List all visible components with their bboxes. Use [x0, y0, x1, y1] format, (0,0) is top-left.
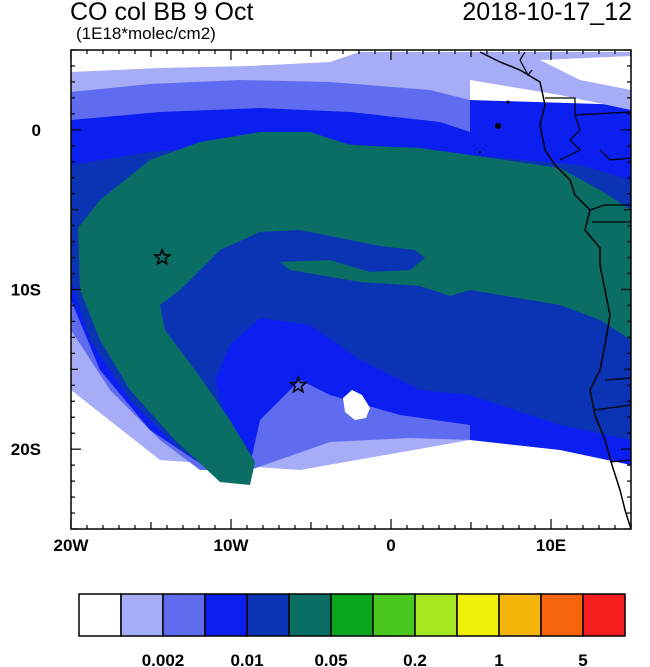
x-tick-label: 0 [386, 536, 395, 555]
x-tick-label: 20W [54, 536, 90, 555]
co-contour-coast-green [470, 155, 631, 340]
colorbar [78, 593, 626, 637]
co-contour-top-right-white [540, 56, 631, 90]
colorbar-label: 0.002 [142, 651, 185, 667]
colorbar-label: 0.01 [230, 651, 263, 667]
colorbar-box [540, 593, 584, 637]
axis-tick-labels: 20W 10W 0 10E 0 10S 20S [11, 121, 566, 555]
colorbar-box [456, 593, 500, 637]
colorbar-label: 1 [494, 651, 503, 667]
colorbar-box [288, 593, 332, 637]
colorbar-box [372, 593, 416, 637]
country-borders [519, 51, 631, 463]
units-label: (1E18*molec/cm2) [76, 24, 216, 43]
co-contour-green [78, 132, 470, 485]
x-tick-label: 10E [536, 536, 566, 555]
colorbar-label: 5 [578, 651, 587, 667]
islands [478, 100, 510, 154]
star-marker-2 [288, 375, 308, 394]
colorbar-box [582, 593, 626, 637]
markers-layer [152, 247, 308, 394]
x-tick-label: 10W [214, 536, 250, 555]
colorbar-box [204, 593, 248, 637]
colorbar-label: 0.2 [403, 651, 427, 667]
y-tick-label: 10S [11, 281, 41, 300]
y-tick-label: 0 [32, 121, 41, 140]
map-frame [70, 49, 632, 530]
colorbar-box [330, 593, 374, 637]
coastline [479, 51, 631, 529]
colorbar-labels: 0.002 0.01 0.05 0.2 1 5 [142, 651, 588, 667]
co-field [71, 52, 631, 485]
datetime-label: 2018-10-17_12 [462, 0, 632, 26]
colorbar-box [246, 593, 290, 637]
colorbar-box [414, 593, 458, 637]
plot-title: CO col BB 9 Oct [70, 0, 254, 26]
star-marker-1 [152, 247, 172, 266]
colorbar-label: 0.05 [314, 651, 347, 667]
colorbar-box [498, 593, 542, 637]
y-tick-label: 20S [11, 440, 41, 459]
colorbar-box [120, 593, 164, 637]
colorbar-box [78, 593, 122, 637]
co-contour-white-patch [343, 390, 370, 420]
colorbar-box [162, 593, 206, 637]
co-contour-low-top [71, 52, 360, 72]
